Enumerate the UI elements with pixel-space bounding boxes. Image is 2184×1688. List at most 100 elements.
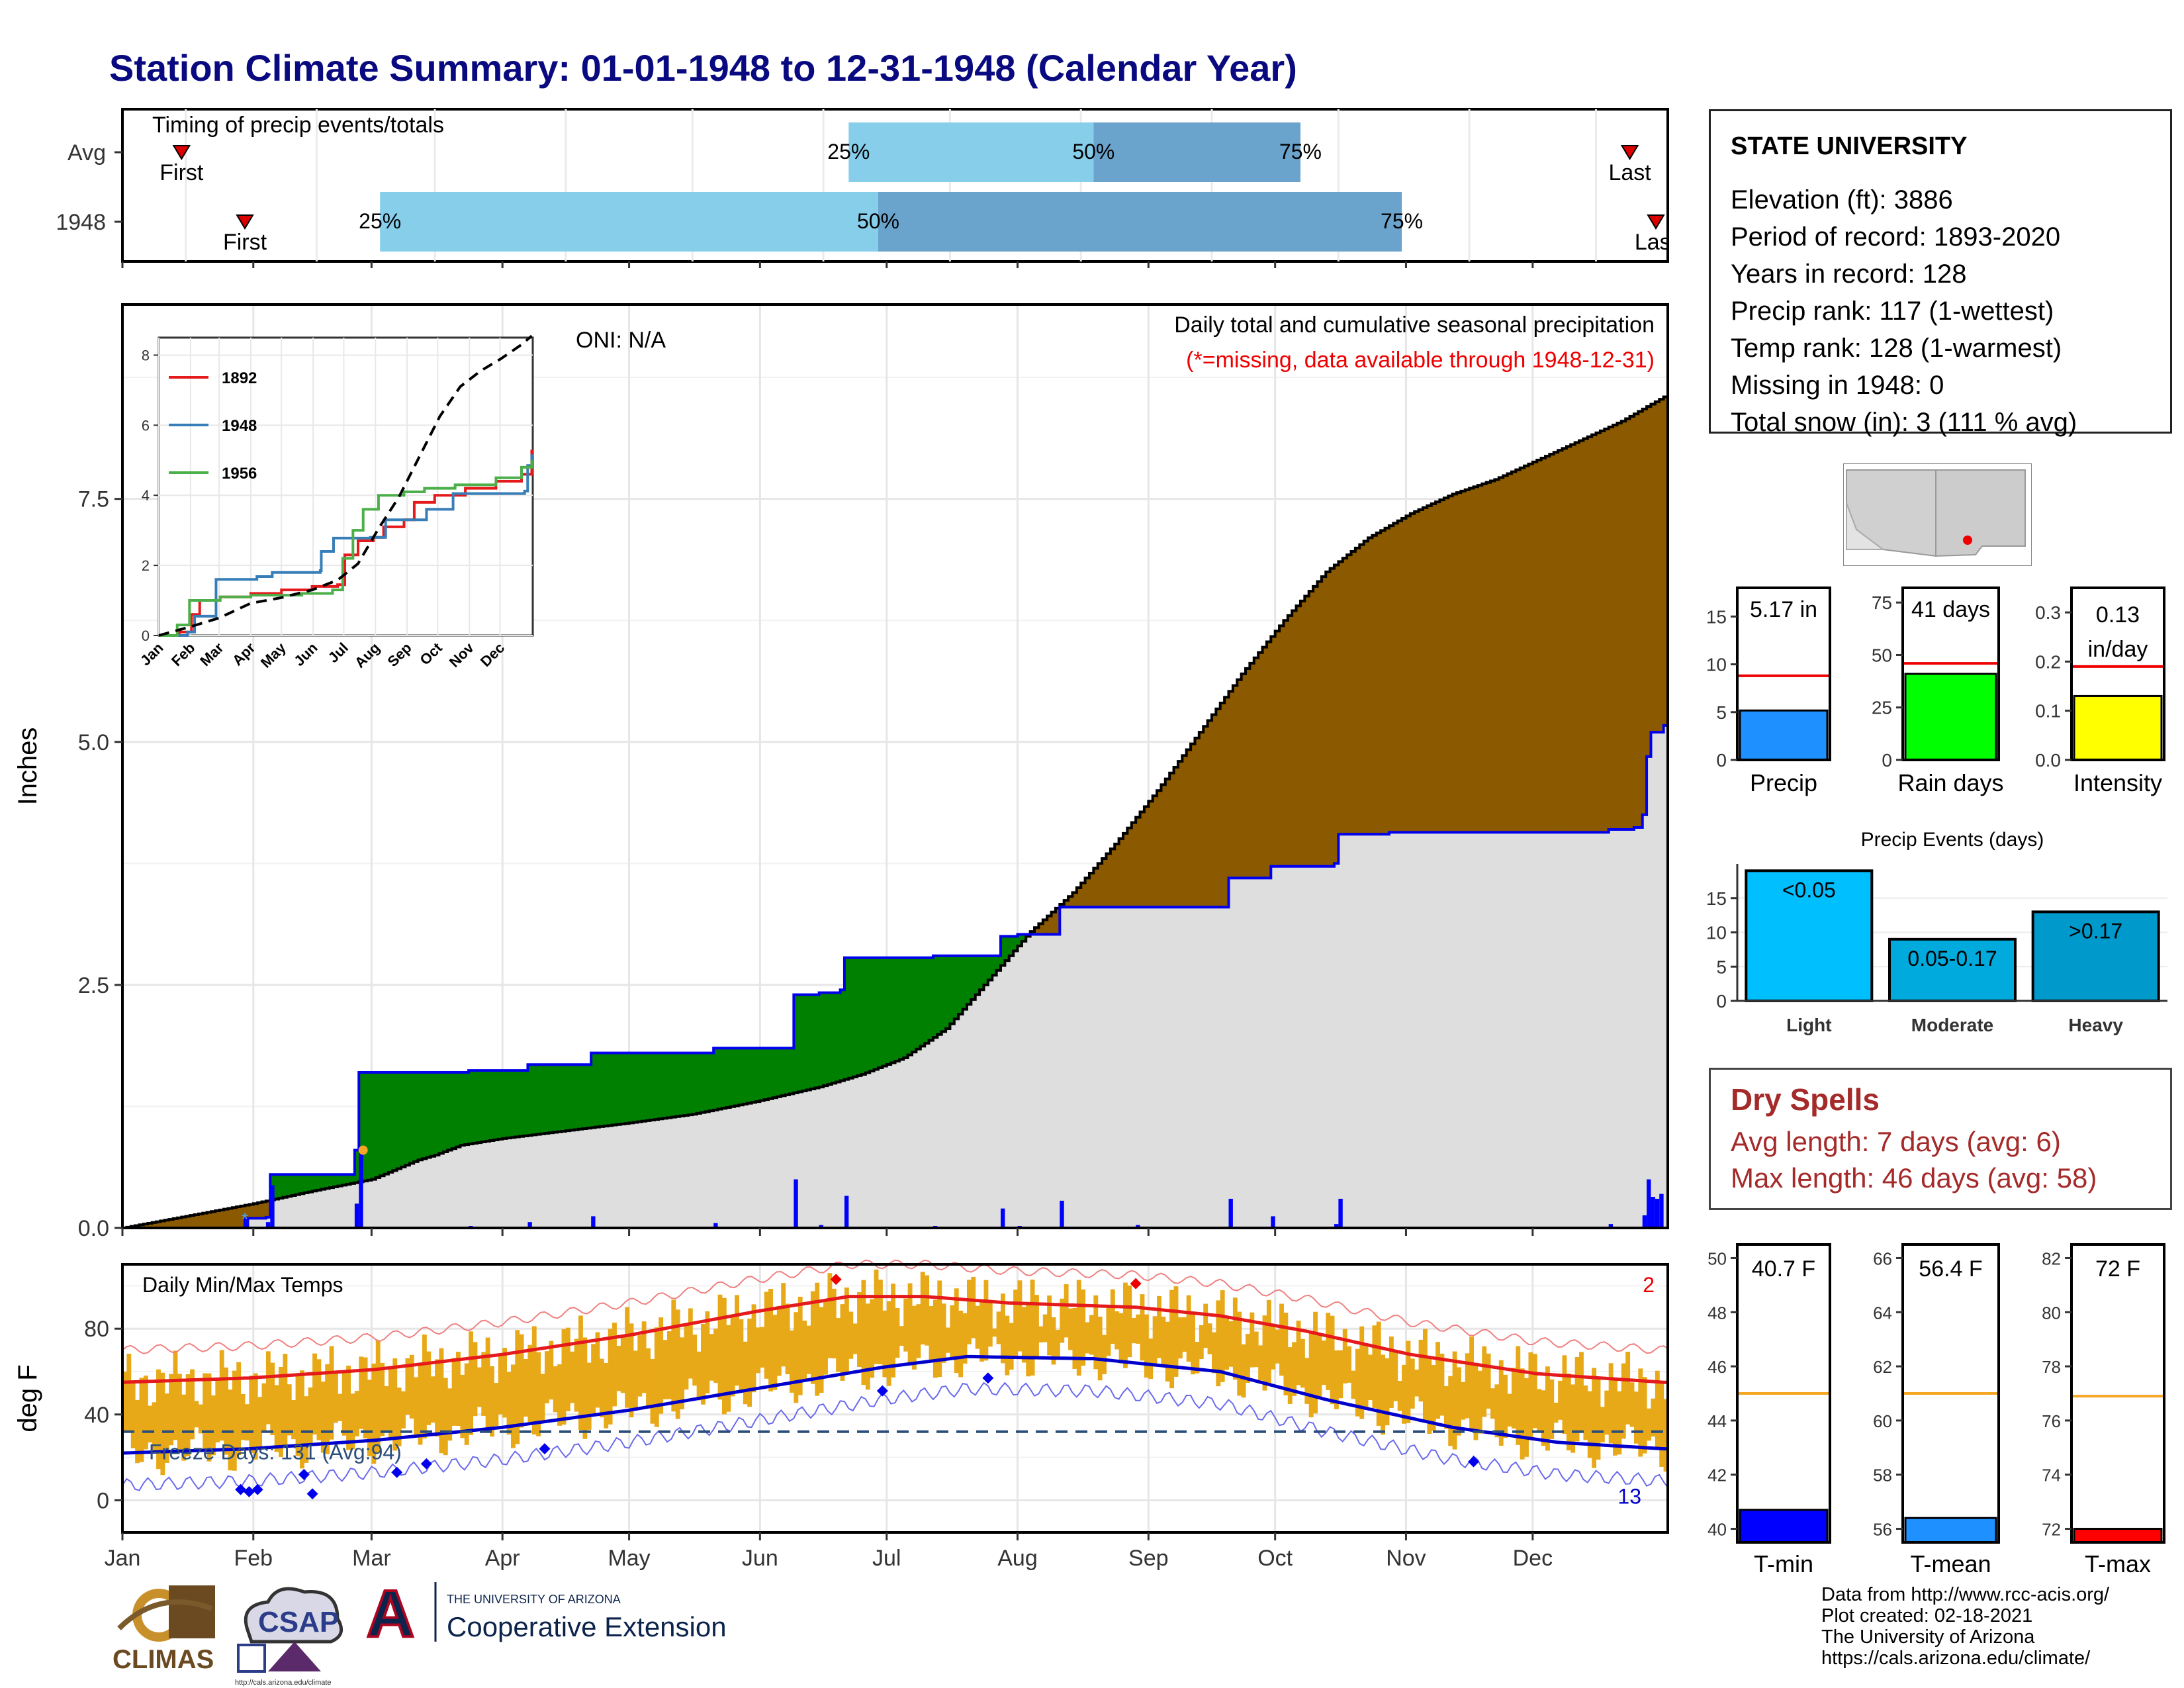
surplus-area-segment bbox=[751, 1048, 756, 1103]
deficit-area-segment bbox=[139, 1225, 144, 1228]
surplus-area-segment bbox=[823, 992, 829, 1086]
deficit-area-segment bbox=[152, 1222, 157, 1228]
surplus-area-segment bbox=[279, 1174, 284, 1199]
daily-temp-range-bar bbox=[494, 1383, 499, 1427]
daily-temp-range-bar bbox=[950, 1305, 955, 1359]
surplus-area-segment bbox=[941, 955, 946, 1032]
daily-temp-range-bar bbox=[210, 1395, 216, 1456]
deficit-area-segment bbox=[190, 1215, 195, 1228]
climas-logo: CLIMAS bbox=[113, 1585, 215, 1674]
daily-temp-range-bar bbox=[1182, 1317, 1187, 1352]
daily-temp-range-bar bbox=[920, 1272, 925, 1345]
surplus-area-segment bbox=[637, 1053, 643, 1122]
daily-temp-range-bar bbox=[1638, 1368, 1643, 1457]
daily-temp-range-bar bbox=[1524, 1378, 1529, 1457]
timing-p50-label: 50% bbox=[857, 209, 899, 233]
mini-y-tick-label: 10 bbox=[1706, 655, 1727, 675]
deficit-area-segment bbox=[1562, 448, 1567, 833]
surplus-area-segment bbox=[291, 1174, 296, 1196]
daily-temp-range-bar bbox=[1262, 1315, 1267, 1391]
daily-temp-range-bar bbox=[481, 1352, 486, 1416]
daily-temp-range-bar bbox=[836, 1318, 841, 1372]
deficit-area-segment bbox=[1393, 523, 1398, 833]
daily-temp-range-bar bbox=[1115, 1311, 1120, 1350]
mini-y-tick-label: 75 bbox=[1872, 592, 1892, 613]
daily-temp-range-bar bbox=[1064, 1284, 1069, 1338]
daily-temp-range-bar bbox=[1537, 1389, 1542, 1432]
mini-y-tick-label: 5 bbox=[1716, 702, 1727, 723]
surplus-area-segment bbox=[675, 1053, 680, 1117]
daily-temp-range-bar bbox=[591, 1344, 596, 1413]
surplus-area-segment bbox=[359, 1072, 364, 1182]
deficit-area-segment bbox=[249, 1204, 254, 1219]
inset-series-line bbox=[159, 454, 533, 637]
deficit-area-segment bbox=[1123, 833, 1128, 908]
timing-bar-q1 bbox=[380, 192, 878, 252]
daily-temp-range-bar bbox=[122, 1372, 127, 1432]
daily-temp-range-bar bbox=[1570, 1384, 1576, 1453]
deficit-area-segment bbox=[173, 1218, 178, 1228]
daily-temp-range-bar bbox=[637, 1335, 643, 1397]
surplus-area-segment bbox=[659, 1053, 664, 1119]
daily-precip-bar bbox=[1136, 1225, 1140, 1228]
surplus-area-segment bbox=[878, 957, 883, 1068]
triangle-down-icon bbox=[236, 214, 254, 230]
surplus-area-segment bbox=[730, 1048, 735, 1107]
dry-spells-avg: Avg length: 7 days (avg: 6) bbox=[1731, 1126, 2061, 1157]
surplus-area-segment bbox=[641, 1053, 647, 1121]
deficit-area-segment bbox=[1161, 784, 1166, 908]
deficit-area-segment bbox=[1608, 427, 1614, 829]
surplus-area-segment bbox=[743, 1048, 748, 1104]
inset-avg-line bbox=[158, 334, 533, 637]
surplus-area-segment bbox=[899, 957, 904, 1060]
daily-temp-range-bar bbox=[177, 1374, 182, 1450]
deficit-area-segment bbox=[1211, 714, 1216, 908]
daily-temp-range-bar bbox=[1076, 1280, 1081, 1376]
daily-temp-range-bar bbox=[1330, 1315, 1335, 1405]
station-info-box: STATE UNIVERSITY Elevation (ft): 3886 Pe… bbox=[1709, 109, 2172, 437]
surplus-area-segment bbox=[384, 1072, 389, 1174]
daily-temp-range-bar bbox=[633, 1350, 638, 1411]
station-years: Years in record: 128 bbox=[1731, 259, 1967, 289]
ua-cooperative-extension-logo: A THE UNIVERSITY OF ARIZONA Cooperative … bbox=[359, 1575, 727, 1648]
daily-temp-range-bar bbox=[1338, 1350, 1343, 1399]
cumulative-1948-line bbox=[122, 724, 1668, 1229]
daily-temp-range-bar bbox=[958, 1311, 964, 1378]
daily-temp-range-bar bbox=[903, 1298, 909, 1352]
daily-temp-range-bar bbox=[709, 1334, 714, 1381]
daily-temp-range-bar bbox=[1093, 1295, 1099, 1370]
daily-temp-range-bar bbox=[802, 1320, 807, 1380]
deficit-area-segment bbox=[1482, 483, 1487, 833]
y-tick-label: 5.0 bbox=[78, 730, 109, 755]
snow-marker bbox=[358, 1145, 368, 1155]
surplus-area-segment bbox=[502, 1070, 508, 1139]
daily-temp-range-bar bbox=[1372, 1325, 1377, 1409]
daily-temp-range-bar bbox=[350, 1393, 355, 1450]
daily-temp-range-bar bbox=[1165, 1321, 1170, 1382]
surplus-area-segment bbox=[772, 1048, 778, 1098]
daily-temp-range-bar bbox=[561, 1329, 567, 1425]
deficit-area-segment bbox=[1613, 425, 1618, 829]
daily-temp-range-bar bbox=[806, 1325, 811, 1374]
daily-temp-range-bar bbox=[857, 1292, 862, 1367]
surplus-area-segment bbox=[983, 955, 989, 985]
daily-temp-range-bar bbox=[464, 1363, 469, 1445]
deficit-area-segment bbox=[1414, 511, 1420, 833]
timing-row-label: 1948 bbox=[56, 210, 106, 235]
daily-temp-range-bar bbox=[346, 1366, 351, 1450]
daily-temp-range-bar bbox=[831, 1288, 837, 1359]
daily-temp-range-bar bbox=[1549, 1379, 1555, 1439]
surplus-area-segment bbox=[325, 1174, 330, 1189]
precip-events-panel: Precip Events (days) <0.05 Light 0.05-0.17 M… bbox=[1706, 829, 2167, 1035]
daily-temp-range-bar bbox=[675, 1309, 680, 1419]
daily-temp-range-bar bbox=[1030, 1280, 1035, 1376]
month-label: Sep bbox=[1128, 1546, 1169, 1571]
daily-temp-range-bar bbox=[1110, 1289, 1115, 1344]
deficit-area-segment bbox=[1118, 838, 1124, 908]
daily-temp-range-bar bbox=[1342, 1329, 1347, 1383]
daily-temp-range-bar bbox=[460, 1374, 465, 1438]
surplus-area-segment bbox=[329, 1174, 334, 1188]
daily-temp-range-bar bbox=[490, 1366, 494, 1437]
daily-temp-range-bar bbox=[371, 1363, 377, 1464]
inset-y-tick-label: 8 bbox=[142, 347, 150, 363]
